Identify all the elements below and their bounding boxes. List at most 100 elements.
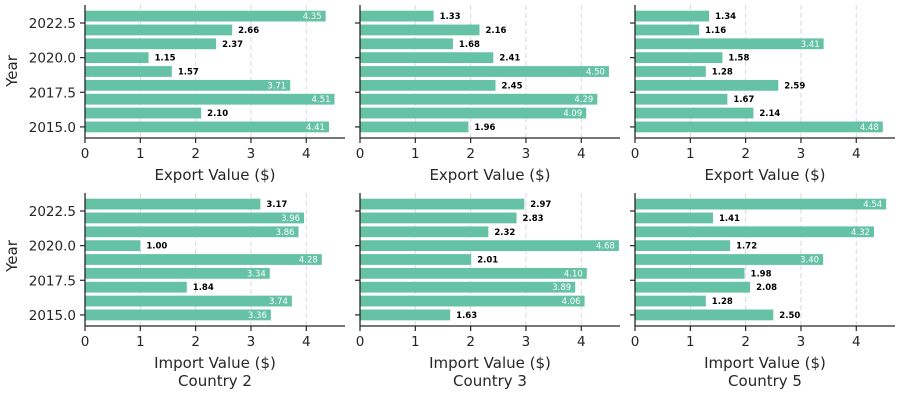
panel-1-bar-value-label: 4.41 [306,123,325,133]
panel-1-bar [85,52,149,64]
panel-5-x-tick-label: 4 [577,334,586,350]
panel-1-y-tick-label: 2020.0 [29,51,76,67]
panel-1-y-tick-label: 2017.5 [29,85,76,101]
panel-5-bar [360,212,517,224]
panel-1-x-tick-label: 1 [136,146,145,162]
panel-1-bar-value-label: 3.71 [267,81,286,91]
panel-1-bar-value-label: 4.35 [303,12,322,22]
panel-5-bar [360,267,587,279]
panel-3-x-tick-label: 2 [741,146,750,162]
panel-1-x-tick-label: 4 [302,146,311,162]
panel-5-bar-value-label: 4.10 [564,269,583,279]
panel-3-bar-value-label: 3.41 [801,40,820,50]
panel-2-x-tick-label: 1 [411,146,420,162]
panel-2-bar [360,79,496,91]
panel-6-bar [635,267,745,279]
panel-2-bar [360,52,494,64]
panel-1-y-tick-label: 2022.5 [29,16,76,32]
panel-4-bar [85,281,187,293]
panel-3-bar-value-label: 1.67 [733,95,754,105]
panel-3-x-tick-label: 4 [852,146,861,162]
panel-2-x-tick-label: 0 [356,146,365,162]
panel-5-bar-value-label: 2.97 [530,200,551,210]
panel-3-bar [635,52,723,64]
panel-5-bar [360,254,472,265]
panel-6-bar [635,295,706,307]
panel-3-bar [635,121,883,133]
panel-4-x-tick-label: 1 [136,334,145,350]
panel-5-bar [360,295,585,307]
y-axis-title-row-1: Year [3,54,21,88]
panel-3-bar-value-label: 1.34 [715,12,736,22]
panel-1-bar [85,107,202,119]
panel-4-bar [85,267,270,279]
panel-6-x-axis-label: Import Value ($) [704,354,826,372]
panel-4-bar [85,309,271,321]
panel-4-bar-value-label: 3.96 [281,214,300,224]
panel-5-column-title: Country 3 [453,372,527,390]
panel-6-bar-value-label: 2.08 [756,283,777,293]
panel-3-bar [635,79,779,91]
panel-2-bar [360,66,609,77]
panel-2-bar [360,121,469,133]
panel-1-bar [85,79,291,91]
panel-6-x-tick-label: 1 [686,334,695,350]
panel-3-x-tick-label: 3 [797,146,806,162]
panel-6-bar-value-label: 1.28 [712,297,733,307]
panel-4-x-tick-label: 4 [302,334,311,350]
panel-3-bar [635,10,710,22]
panel-2-x-tick-label: 2 [466,146,475,162]
panel-6-bar [635,309,774,321]
panel-4-bar-value-label: 3.17 [266,200,287,210]
panel-5-bar [360,240,619,252]
panel-4-x-tick-label: 0 [81,334,90,350]
panel-4-x-axis-label: Import Value ($) [154,354,276,372]
panel-6-x-tick-label: 4 [852,334,861,350]
panel-4-y-tick-label: 2017.5 [29,273,76,289]
panel-6-bar [635,212,713,224]
panel-5-bar-value-label: 4.68 [596,242,615,252]
panel-4-bar-value-label: 1.84 [193,283,214,293]
panel-1-bar-value-label: 1.57 [178,68,199,78]
panel-4-y-tick-label: 2022.5 [29,204,76,220]
panel-6-x-tick-label: 2 [741,334,750,350]
panel-5-bar-value-label: 3.89 [552,283,571,293]
panel-1-bar [85,38,217,50]
panel-3-bar-value-label: 1.28 [712,68,733,78]
panel-2-bar-value-label: 4.50 [586,68,605,78]
panel-2-bar-value-label: 4.29 [574,95,593,105]
panel-5-bar-value-label: 1.63 [456,311,477,321]
y-axis-title-row-2: Year [3,239,21,273]
panel-6-x-tick-label: 0 [631,334,640,350]
panel-1-bar-value-label: 2.10 [207,109,228,119]
panel-5-x-tick-label: 0 [356,334,365,350]
panel-3-bar-value-label: 1.16 [705,26,726,36]
panel-5-bar-value-label: 4.06 [562,297,581,307]
panel-5-bar [360,198,525,210]
panel-1-bar [85,121,329,133]
panel-6-bar [635,198,887,210]
panel-4-bar-value-label: 1.00 [146,242,167,252]
panel-5-bar [360,226,489,238]
panel-3-bar [635,93,728,105]
panel-1-x-tick-label: 3 [247,146,256,162]
panel-2-bar [360,38,453,50]
panel-4-x-tick-label: 3 [247,334,256,350]
panel-4-bar [85,295,292,307]
panel-6-bar-value-label: 3.40 [800,256,819,266]
panel-4-y-tick-label: 2015.0 [29,308,76,324]
panel-4-bar-value-label: 3.36 [248,311,267,321]
panel-6-bar-value-label: 1.72 [736,242,757,252]
panel-6-bar-value-label: 4.54 [863,200,882,210]
panel-2-bar [360,107,587,119]
panel-3-bar [635,24,700,36]
panel-1-bar-value-label: 1.15 [155,54,176,64]
panel-2-bar [360,93,598,105]
panel-2-bar-value-label: 1.33 [440,12,461,22]
panel-4-bar [85,226,299,238]
panel-4-bar-value-label: 3.34 [247,269,266,279]
panel-3-bar [635,107,754,119]
panel-6-bar [635,281,751,293]
panel-4-bar [85,212,305,224]
